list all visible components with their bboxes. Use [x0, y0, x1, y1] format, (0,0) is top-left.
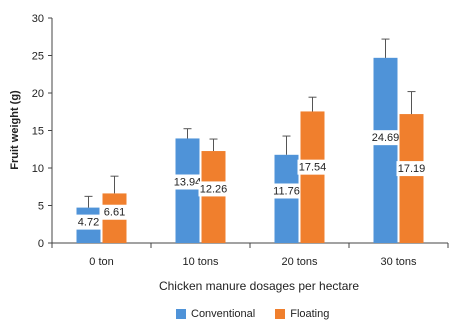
data-label: 12.26 — [200, 183, 228, 195]
legend-item-floating: Floating — [275, 308, 329, 320]
data-label-bg — [271, 183, 302, 199]
legend-label-floating: Floating — [290, 308, 330, 320]
data-label-bg — [370, 130, 401, 146]
data-label: 24.69 — [372, 132, 400, 144]
y-tick-label: 30 — [32, 13, 44, 25]
bar-floating-3 — [399, 114, 424, 243]
y-tick-label: 15 — [32, 126, 44, 138]
data-label-bg — [73, 214, 104, 230]
data-label: 6.61 — [104, 207, 125, 219]
data-label: 13.94 — [174, 176, 202, 188]
legend-item-conventional: Conventional — [176, 308, 255, 320]
bar-conventional-2 — [274, 154, 299, 243]
legend-label-conventional: Conventional — [191, 308, 256, 320]
bar-conventional-1 — [175, 138, 200, 243]
x-tick-label: 0 ton — [89, 256, 113, 268]
bar-floating-1 — [201, 151, 226, 243]
x-axis-title: Chicken manure dosages per hectare — [159, 279, 359, 293]
data-label-bg — [297, 159, 328, 175]
y-axis-title: Fruit weight (g) — [9, 90, 21, 170]
x-tick-label: 10 tons — [182, 256, 219, 268]
data-label-bg — [99, 204, 130, 220]
data-label: 17.54 — [299, 162, 327, 174]
data-label: 11.76 — [273, 185, 300, 197]
x-tick-label: 30 tons — [380, 256, 417, 268]
data-label-bg — [172, 174, 203, 190]
y-tick-label: 0 — [38, 238, 44, 250]
legend: Conventional Floating — [176, 307, 343, 321]
y-tick-label: 25 — [32, 51, 44, 63]
data-label-bg — [396, 161, 427, 177]
x-tick-label: 20 tons — [281, 256, 318, 268]
legend-swatch-floating — [275, 309, 286, 319]
y-tick-label: 5 — [38, 201, 44, 213]
bar-conventional-3 — [373, 57, 398, 244]
data-label-bg — [198, 181, 229, 197]
bar-floating-2 — [300, 111, 325, 243]
y-tick-label: 10 — [32, 163, 44, 175]
y-tick-label: 20 — [32, 88, 44, 100]
legend-swatch-conventional — [176, 309, 186, 319]
data-label: 17.19 — [398, 163, 426, 175]
data-label: 4.72 — [78, 217, 99, 229]
